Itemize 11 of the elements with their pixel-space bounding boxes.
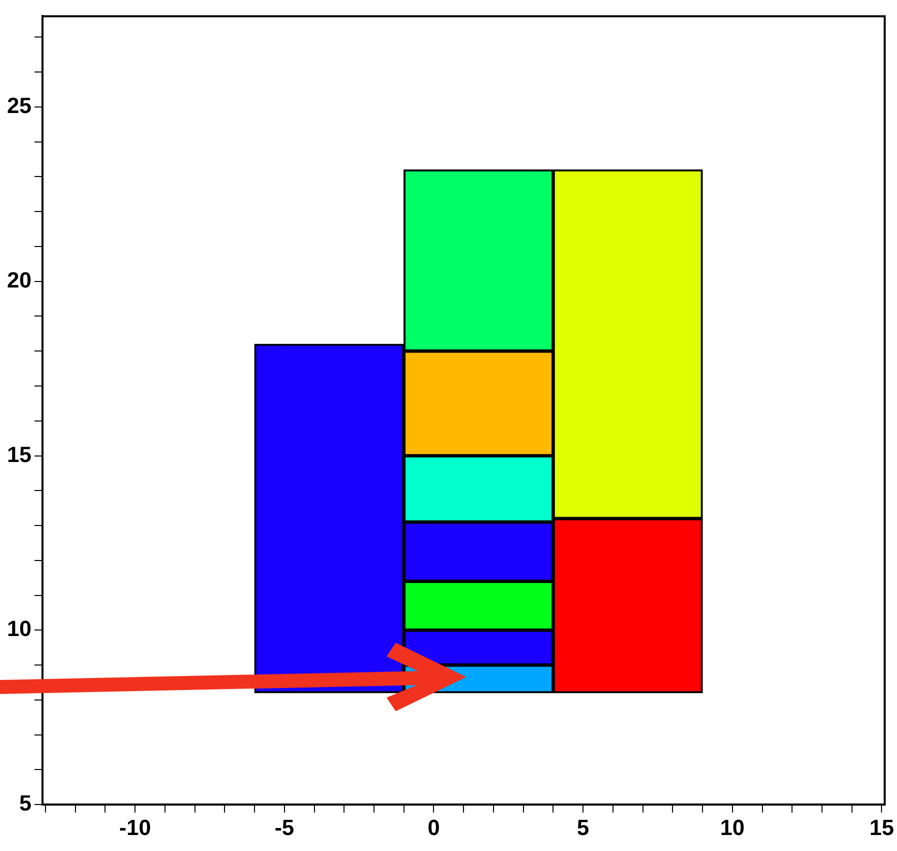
y-tick-label: 5: [19, 790, 32, 816]
x-tick-label: 0: [428, 814, 440, 840]
x-tick-label: 15: [869, 814, 894, 840]
y-tick-label: 20: [6, 267, 32, 292]
y-tick-label: 10: [6, 616, 32, 642]
x-tick-label: -10: [119, 814, 151, 840]
x-tick-label: 5: [576, 814, 590, 840]
x-tick-label: -5: [274, 814, 294, 840]
x-tick-label: 10: [720, 814, 745, 840]
y-tick-label: 25: [6, 92, 32, 118]
y-tick-label: 15: [6, 442, 32, 467]
